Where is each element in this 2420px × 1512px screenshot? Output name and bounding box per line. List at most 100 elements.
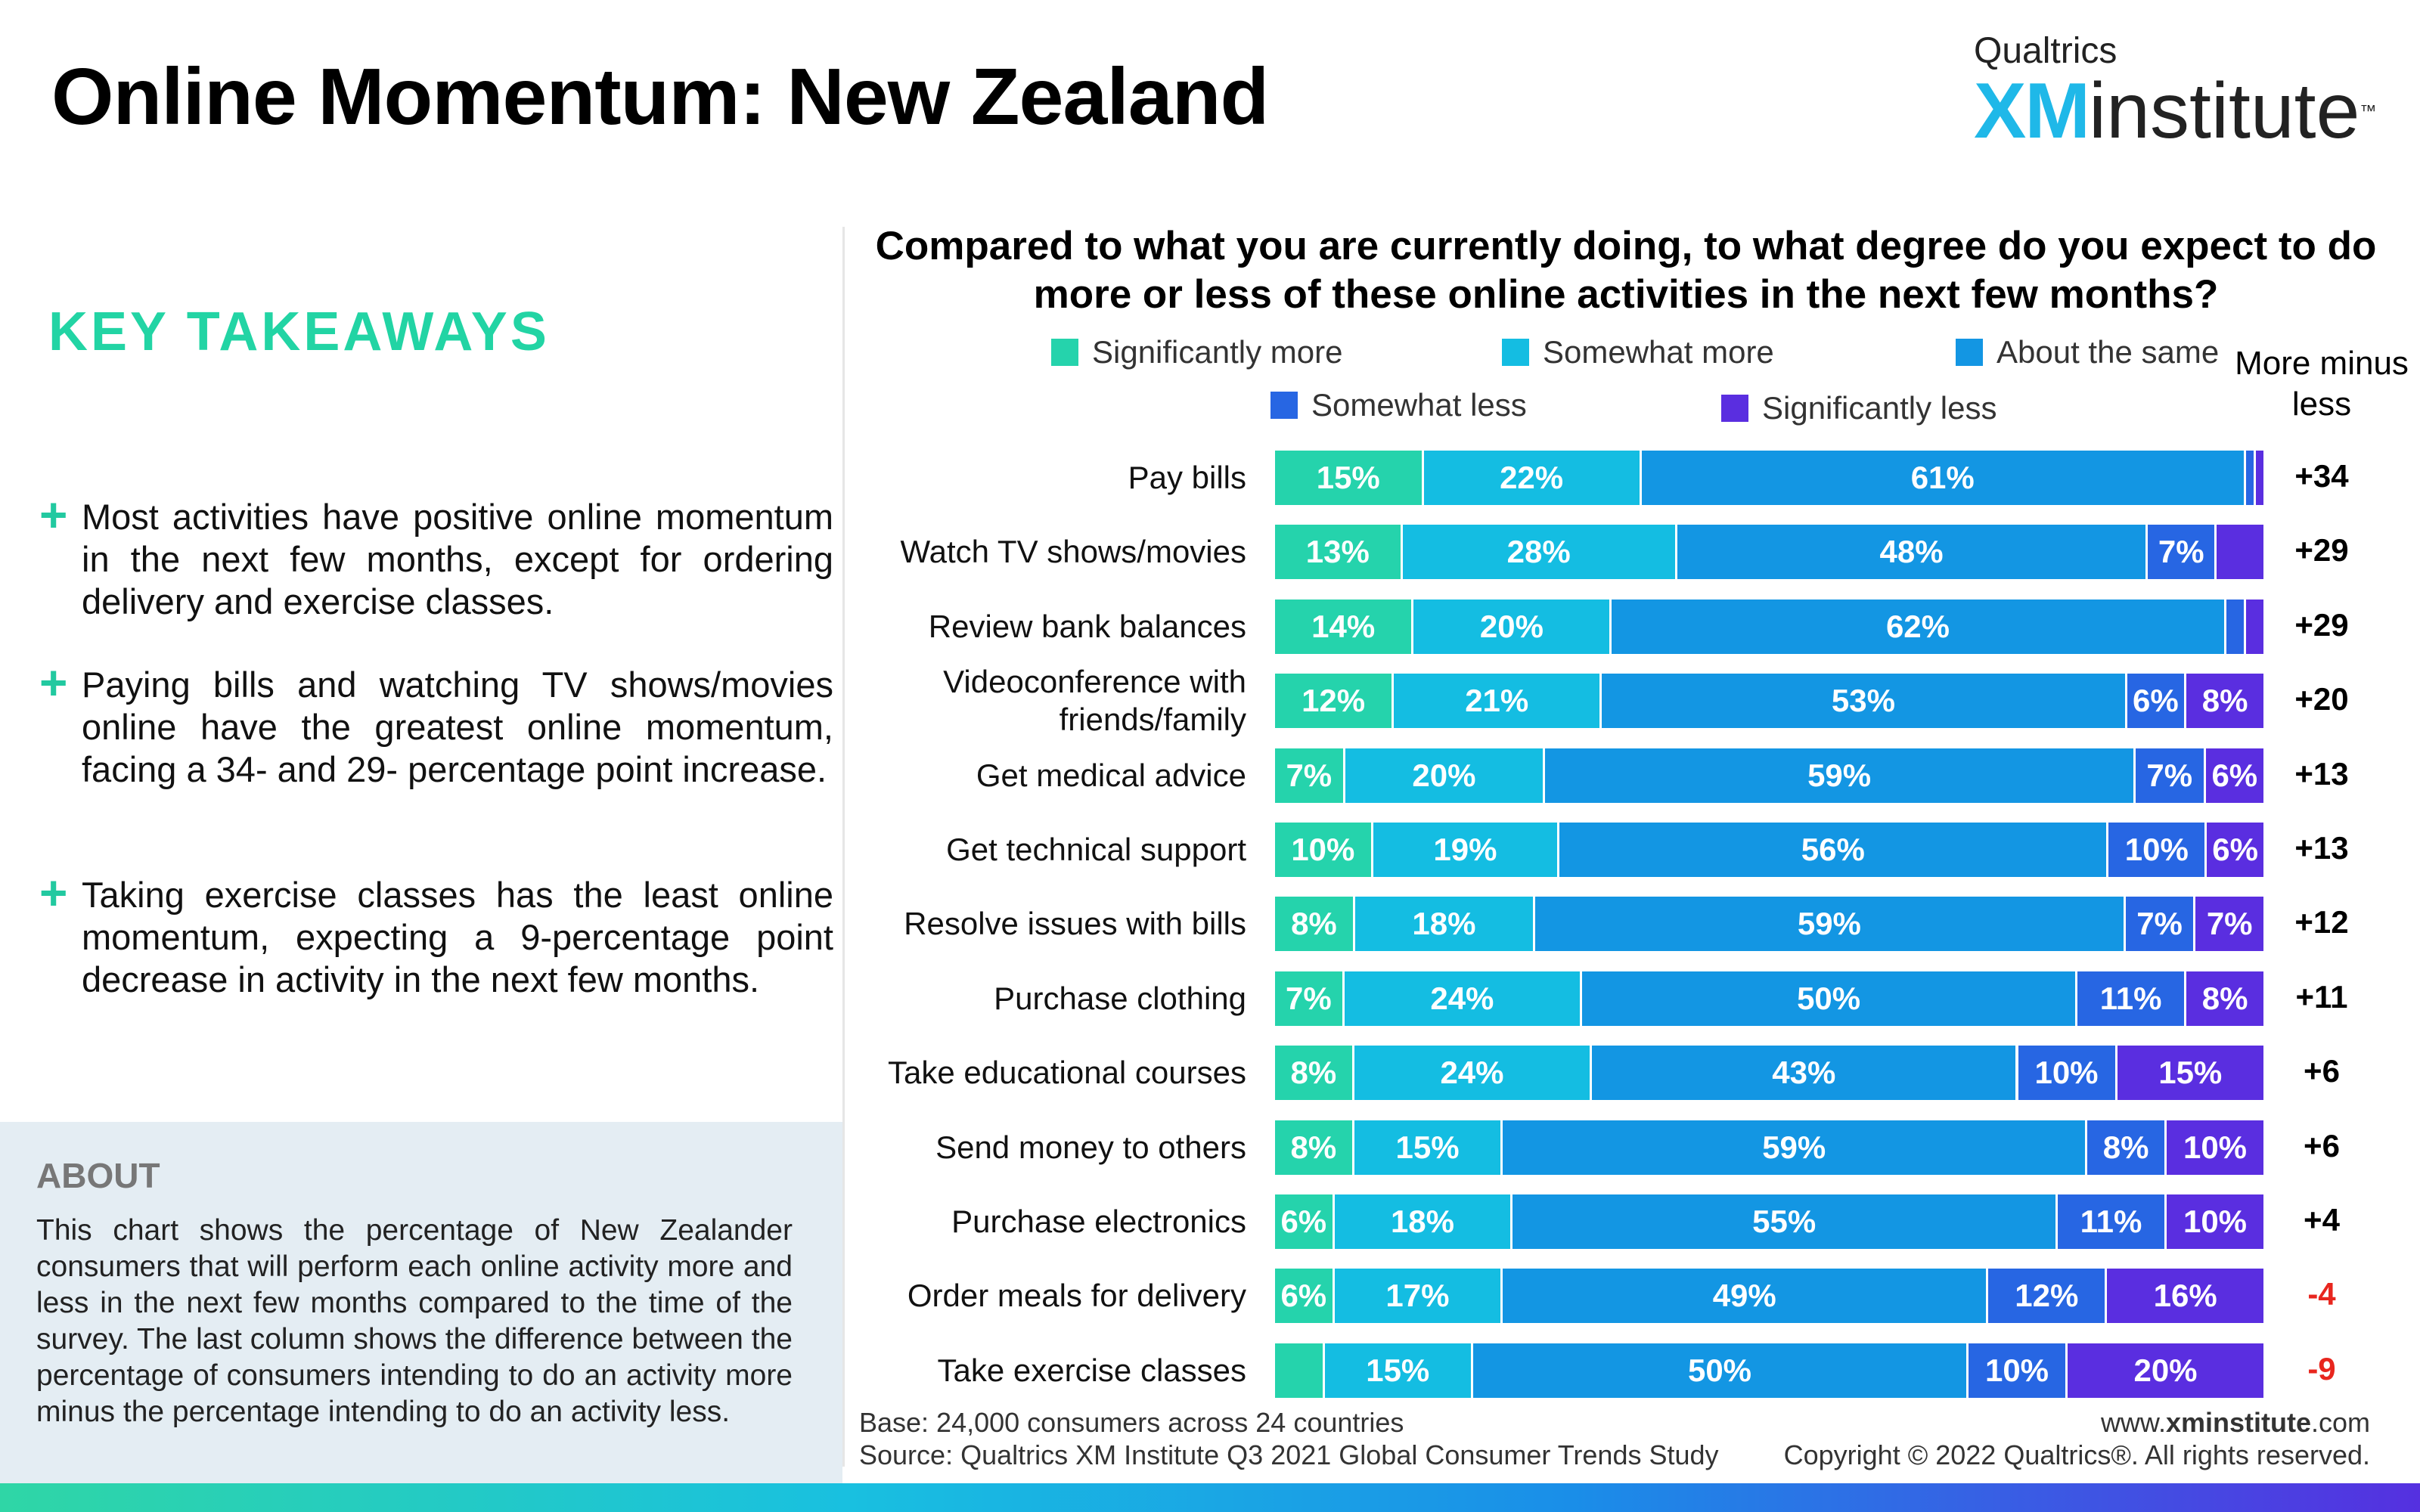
legend-swatch <box>1051 339 1078 366</box>
bar-segment: 22% <box>1423 451 1642 505</box>
net-value: +13 <box>2294 755 2349 792</box>
bar-segment: 10% <box>2167 1120 2266 1175</box>
bar-row: 12% 21% 53% 6% 8% <box>1275 674 2266 729</box>
brand-qualtrics: Qualtrics <box>1974 31 2118 71</box>
plus-icon: + <box>39 655 68 710</box>
bar-segment: 12% <box>1988 1269 2108 1324</box>
about-text: This chart shows the percentage of New Z… <box>36 1214 793 1428</box>
takeaway-text: Taking exercise classes has the least on… <box>82 875 833 999</box>
bar-row: 8% 18% 59% 7% 7% <box>1275 897 2266 952</box>
bar-segment: 15% <box>1324 1343 1473 1398</box>
bar-row: 6% 17% 49% 12% 16% <box>1275 1269 2266 1324</box>
legend-item-significantly-more: Significantly more <box>1051 334 1342 370</box>
bar-segment: 6% <box>1275 1194 1335 1249</box>
bar-segment: 59% <box>1535 897 2126 952</box>
page-title: Online Momentum: New Zealand <box>51 52 1269 141</box>
row-label: Videoconference with friends/family <box>943 664 1246 738</box>
bar-row: 8% 15% 59% 8% 10% <box>1275 1120 2266 1175</box>
footer-left: Base: 24,000 consumers across 24 countri… <box>859 1406 1719 1471</box>
row-label: Resolve issues with bills <box>904 906 1246 942</box>
bar-segment: 16% <box>2107 1269 2266 1324</box>
bar-segment: 49% <box>1503 1269 1989 1324</box>
footer-url[interactable]: www.xminstitute.com <box>2100 1407 2370 1438</box>
footer-base: Base: 24,000 consumers across 24 countri… <box>859 1407 1404 1438</box>
bar-segment: 17% <box>1334 1269 1503 1324</box>
bar-segment <box>2245 599 2266 654</box>
bar-segment: 6% <box>2127 674 2187 729</box>
bar-segment: 48% <box>1677 525 2149 580</box>
bar-segment: 10% <box>2167 1194 2266 1249</box>
bar-segment: 59% <box>1503 1120 2088 1175</box>
bar-segment: 8% <box>2087 1120 2167 1175</box>
net-value: +6 <box>2304 1127 2340 1163</box>
row-label: Review bank balances <box>928 608 1246 644</box>
bar-row: 15% 22% 61% <box>1275 451 2266 505</box>
legend-label: Somewhat less <box>1311 387 1527 423</box>
row-label: Take educational courses <box>888 1055 1246 1091</box>
bar-segment: 6% <box>2207 823 2266 877</box>
bar-segment: 53% <box>1602 674 2127 729</box>
net-value: +6 <box>2304 1053 2340 1089</box>
brand-logo: Qualtrics XMinstitute™ <box>1974 30 2376 153</box>
bar-segment: 8% <box>2186 674 2266 729</box>
bar-row: 7% 20% 59% 7% 6% <box>1275 748 2266 803</box>
bar-segment: 59% <box>1545 748 2136 803</box>
bar-row: 7% 24% 50% 11% 8% <box>1275 971 2266 1026</box>
bar-segment: 18% <box>1334 1194 1513 1249</box>
row-label: Pay bills <box>1128 460 1246 495</box>
net-value: +13 <box>2294 830 2349 866</box>
net-value: +29 <box>2294 606 2349 643</box>
legend-swatch <box>1956 339 1983 366</box>
chart-title: Compared to what you are currently doing… <box>875 224 2377 317</box>
legend-label: Somewhat more <box>1543 334 1774 370</box>
bar-row: 14% 20% 62% <box>1275 599 2266 654</box>
bar-segment: 28% <box>1402 525 1677 580</box>
plus-icon: + <box>39 866 68 920</box>
bar-segment: 7% <box>1275 971 1345 1026</box>
bar-segment: 50% <box>1473 1343 1969 1398</box>
net-value: -9 <box>2307 1350 2336 1387</box>
bar-segment: 56% <box>1559 823 2109 877</box>
bar-segment: 15% <box>1354 1120 1503 1175</box>
bar-segment: 24% <box>1344 971 1583 1026</box>
brand-wordmark: XMinstitute™ <box>1974 70 2376 153</box>
footer-source: Source: Qualtrics XM Institute Q3 2021 G… <box>859 1439 1719 1470</box>
row-label: Purchase electronics <box>951 1204 1246 1239</box>
legend-swatch <box>1270 392 1298 419</box>
bar-segment: 6% <box>1275 1269 1335 1324</box>
bar-row: 15% 50% 10% 20% <box>1275 1343 2266 1398</box>
footer-copyright: Copyright © 2022 Qualtrics®. All rights … <box>1783 1439 2370 1470</box>
bar-segment <box>2255 451 2266 505</box>
row-label: Send money to others <box>935 1129 1246 1165</box>
legend-label: Significantly less <box>1762 390 1997 426</box>
net-value: +11 <box>2295 978 2348 1015</box>
net-value: +20 <box>2294 681 2349 717</box>
bar-segment: 50% <box>1582 971 2078 1026</box>
about-panel: ABOUT This chart shows the percentage of… <box>0 1122 842 1485</box>
bar-segment: 7% <box>1275 748 1345 803</box>
row-label: Get technical support <box>946 832 1246 867</box>
bar-segment: 15% <box>2117 1046 2266 1101</box>
legend-swatch <box>1721 395 1748 422</box>
net-value: -4 <box>2307 1276 2336 1312</box>
about-heading: ABOUT <box>36 1156 160 1195</box>
legend-item-somewhat-more: Somewhat more <box>1502 334 1774 370</box>
legend-swatch <box>1502 339 1529 366</box>
bar-segment: 12% <box>1275 674 1395 729</box>
bar-segment: 20% <box>1345 748 1546 803</box>
row-label: Order meals for delivery <box>907 1278 1246 1314</box>
bar-segment: 10% <box>1275 823 1373 877</box>
plus-icon: + <box>39 488 68 542</box>
bar-segment: 20% <box>1413 599 1612 654</box>
takeaway-text: Paying bills and watching TV shows/movie… <box>82 665 833 789</box>
bar-row: 10% 19% 56% 10% 6% <box>1275 823 2266 877</box>
takeaway-text: Most activities have positive online mom… <box>82 497 833 621</box>
bar-segment: 10% <box>1969 1343 2068 1398</box>
net-value: +4 <box>2304 1202 2340 1238</box>
bar-segment: 14% <box>1275 599 1414 654</box>
bar-segment: 10% <box>2108 823 2207 877</box>
bar-row: 6% 18% 55% 11% 10% <box>1275 1194 2266 1249</box>
row-label: Take exercise classes <box>937 1352 1247 1388</box>
row-label: Purchase clothing <box>994 980 1246 1016</box>
brand-institute: institute <box>2089 67 2360 155</box>
